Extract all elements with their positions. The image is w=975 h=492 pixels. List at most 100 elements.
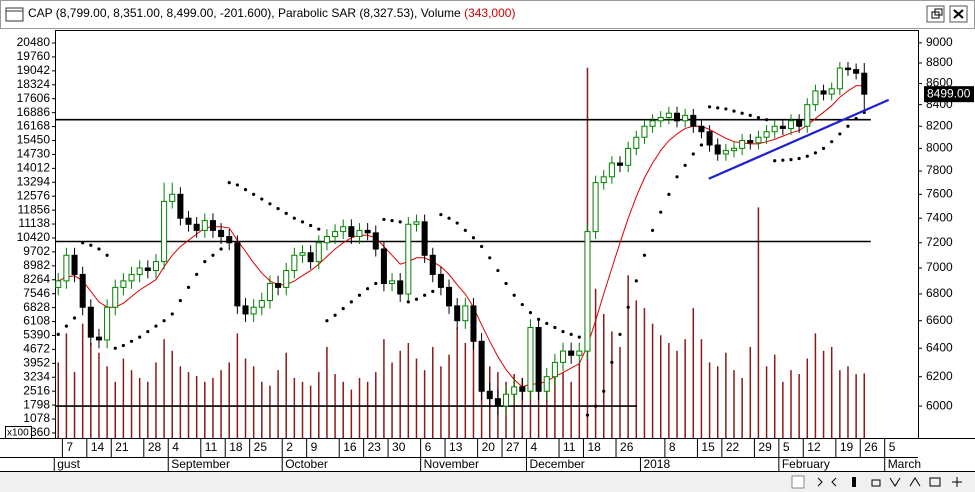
x-tick-label: 14 <box>91 440 105 454</box>
sar-dot <box>178 298 182 303</box>
toolbar-icon[interactable] <box>909 477 921 487</box>
sar-dot <box>716 106 720 110</box>
volume-tick-label: 9702 <box>23 244 50 258</box>
sar-dot <box>56 332 60 336</box>
x-tick-label: 18 <box>587 440 601 454</box>
volume-tick-label: 6108 <box>23 314 50 328</box>
candle-body <box>779 125 786 129</box>
toolbar-icon[interactable] <box>831 477 837 487</box>
candle-body <box>258 300 265 308</box>
volume-tick-label: 13294 <box>17 174 51 188</box>
volume-tick-label: 2516 <box>23 383 50 397</box>
x-tick-label: 8 <box>669 440 676 454</box>
candle-body <box>364 229 371 234</box>
sar-dot <box>186 285 191 289</box>
sar-dot <box>284 211 288 215</box>
sar-dot <box>732 109 736 113</box>
sar-dot <box>699 143 704 147</box>
sar-dot <box>219 247 223 251</box>
month-label: March <box>888 457 921 471</box>
candle-body <box>201 220 208 231</box>
x-tick-label: 20 <box>482 440 496 454</box>
sar-dot <box>496 268 500 273</box>
candle-body <box>739 140 746 149</box>
candle-body <box>266 282 273 302</box>
candle-body <box>714 144 721 155</box>
sar-dot <box>545 321 549 326</box>
sar-dot <box>471 236 476 240</box>
toolbar-icon[interactable] <box>817 477 823 487</box>
sar-dot <box>195 272 199 277</box>
candle-body <box>771 125 778 133</box>
x-tick-label: 15 <box>701 440 715 454</box>
candle-body <box>600 176 607 184</box>
candle-body <box>511 386 518 395</box>
candle-body <box>633 136 640 149</box>
candle-body <box>136 267 143 275</box>
candle-body <box>332 231 339 238</box>
candle-body <box>209 220 216 231</box>
x-tick-label: 4 <box>172 440 179 454</box>
volume-tick-label: 6828 <box>23 300 50 314</box>
volume-tick-label: 3952 <box>23 356 50 370</box>
toolbar-icon[interactable] <box>889 477 901 487</box>
sar-dot <box>593 404 598 408</box>
candle-body <box>55 280 62 288</box>
candle-body <box>722 150 729 155</box>
sar-dot <box>341 306 345 311</box>
volume-tick-label: 18324 <box>17 77 51 91</box>
y-tick-label: 7600 <box>926 186 953 200</box>
candle-body <box>242 305 249 315</box>
y-tick-label: 7000 <box>926 260 953 274</box>
y-tick-label: 6600 <box>926 313 953 327</box>
volume-tick-label: 14730 <box>17 147 51 161</box>
sar-dot <box>683 163 687 167</box>
sar-dot <box>113 346 117 350</box>
sar-dot <box>89 243 93 247</box>
candle-body <box>299 252 306 256</box>
sar-dot <box>626 305 630 309</box>
toolbar-icon[interactable] <box>929 477 941 487</box>
sar-dot <box>129 339 134 343</box>
candle-body <box>372 232 379 250</box>
sar-dot <box>724 107 728 111</box>
volume-tick-label: 1078 <box>23 411 50 425</box>
y-tick-label: 6000 <box>926 398 953 412</box>
candle-body <box>503 393 510 407</box>
volume-tick-label: 8982 <box>23 258 50 272</box>
volume-tick-label: 5390 <box>23 328 50 342</box>
candle-body <box>486 390 493 400</box>
unit-box <box>5 426 32 439</box>
month-label: November <box>424 457 479 471</box>
toolbar-icon[interactable] <box>852 477 856 487</box>
sar-dot <box>81 241 85 245</box>
candle-body <box>405 223 412 295</box>
toolbar-icon[interactable] <box>952 477 962 487</box>
sar-dot <box>333 313 337 317</box>
sar-dot <box>634 279 638 283</box>
sar-dot <box>72 316 77 320</box>
x-tick-label: 22 <box>726 440 740 454</box>
sar-dot <box>162 319 166 323</box>
y-tick-label: 8800 <box>926 55 953 69</box>
sar-dot <box>431 289 435 293</box>
sar-dot <box>813 151 818 155</box>
sar-dot <box>488 256 492 260</box>
volume-tick-label: 8264 <box>23 272 50 286</box>
sar-dot <box>455 221 459 225</box>
trend-line <box>708 98 890 180</box>
toolbar-icon[interactable] <box>791 475 805 489</box>
toolbar-icon[interactable] <box>871 479 881 487</box>
y-tick-label: 6800 <box>926 286 953 300</box>
candle-body <box>690 114 697 127</box>
title-volume: (343,000) <box>464 6 515 20</box>
sar-dot <box>203 260 207 264</box>
window-icon <box>5 7 24 22</box>
sar-dot <box>243 188 248 192</box>
toolbar-icons <box>791 475 962 489</box>
volume-tick-label: 11138 <box>18 216 50 230</box>
candle-body <box>340 226 347 233</box>
sar-dot <box>773 159 777 163</box>
plot-frame <box>55 30 919 439</box>
sar-dot <box>602 389 606 393</box>
